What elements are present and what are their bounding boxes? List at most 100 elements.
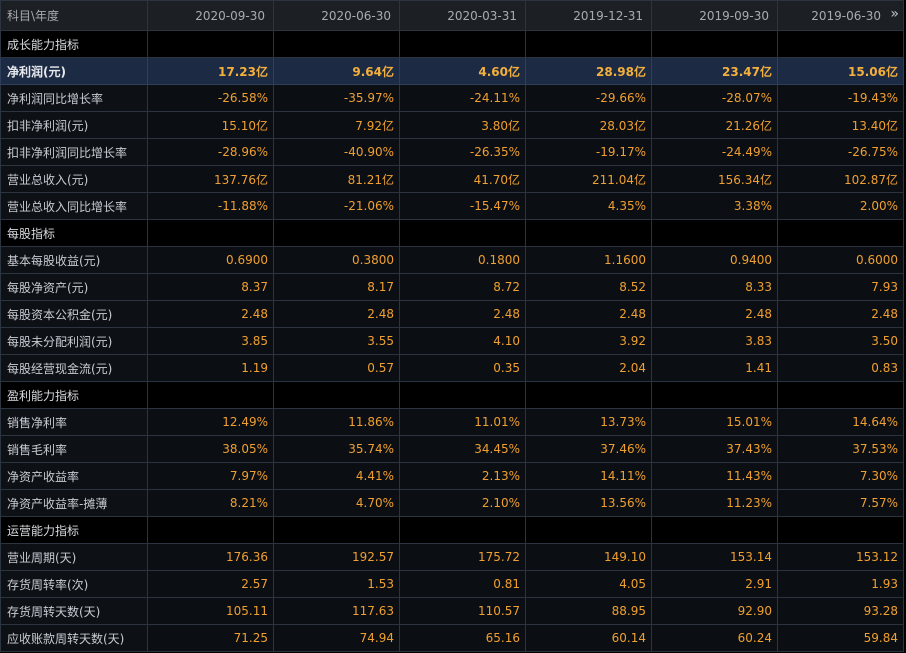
value-cell: 15.06亿 [777,57,904,85]
row-label: 净利润同比增长率 [0,84,148,112]
value-cell: 38.05% [147,435,274,463]
value-cell: 1.1600 [525,246,652,274]
value-cell: 153.14 [651,543,778,571]
row-label: 基本每股收益(元) [0,246,148,274]
row-label: 销售净利率 [0,408,148,436]
empty-cell [525,381,652,409]
value-cell: 0.35 [399,354,526,382]
empty-cell [273,219,400,247]
row-label: 销售毛利率 [0,435,148,463]
double-chevron-right-icon[interactable]: » [890,6,899,22]
value-cell: -26.75% [777,138,904,166]
table-row: 净利润(元) 17.23亿 9.64亿 4.60亿 28.98亿 23.47亿 15.06亿 [0,57,904,85]
value-cell: 41.70亿 [399,165,526,193]
value-cell: -29.66% [525,84,652,112]
value-cell: 7.57% [777,489,904,517]
value-cell: 71.25 [147,624,274,652]
table-row: 存货周转率(次) 2.57 1.53 0.81 4.05 2.91 1.93 [0,570,904,598]
value-cell: 11.43% [651,462,778,490]
value-cell: -40.90% [273,138,400,166]
value-cell: 13.73% [525,408,652,436]
header-row: 科目\年度 2020-09-30 2020-06-30 2020-03-31 2… [0,0,904,31]
section-title: 成长能力指标 [0,30,148,58]
header-date-1[interactable]: 2020-06-30 [273,0,400,31]
value-cell: 28.98亿 [525,57,652,85]
value-cell: 8.52 [525,273,652,301]
value-cell: 4.35% [525,192,652,220]
header-date-4[interactable]: 2019-09-30 [651,0,778,31]
value-cell: 34.45% [399,435,526,463]
value-cell: 3.55 [273,327,400,355]
value-cell: 2.91 [651,570,778,598]
empty-cell [147,30,274,58]
empty-cell [273,30,400,58]
value-cell: -19.43% [777,84,904,112]
row-label: 应收账款周转天数(天) [0,624,148,652]
value-cell: 9.64亿 [273,57,400,85]
empty-cell [273,516,400,544]
value-cell: 2.48 [651,300,778,328]
row-label: 扣非净利润(元) [0,111,148,139]
header-date-3[interactable]: 2019-12-31 [525,0,652,31]
row-label: 净资产收益率 [0,462,148,490]
value-cell: 137.76亿 [147,165,274,193]
value-cell: -24.49% [651,138,778,166]
value-cell: 4.05 [525,570,652,598]
value-cell: 2.04 [525,354,652,382]
row-label: 营业总收入(元) [0,165,148,193]
empty-cell [651,219,778,247]
value-cell: -11.88% [147,192,274,220]
header-date-label: 2019-09-30 [699,8,769,23]
empty-cell [777,219,904,247]
header-date-0[interactable]: 2020-09-30 [147,0,274,31]
value-cell: 14.11% [525,462,652,490]
value-cell: 59.84 [777,624,904,652]
value-cell: 0.57 [273,354,400,382]
header-date-5[interactable]: 2019-06-30 » [777,0,904,31]
value-cell: 175.72 [399,543,526,571]
header-date-label: 2019-12-31 [573,8,643,23]
section-header-row: 盈利能力指标 [0,381,904,409]
value-cell: 192.57 [273,543,400,571]
value-cell: 11.01% [399,408,526,436]
value-cell: 2.48 [147,300,274,328]
value-cell: 92.90 [651,597,778,625]
value-cell: 7.92亿 [273,111,400,139]
value-cell: 4.60亿 [399,57,526,85]
value-cell: 37.46% [525,435,652,463]
section-title: 每股指标 [0,219,148,247]
row-label: 营业总收入同比增长率 [0,192,148,220]
empty-cell [651,30,778,58]
value-cell: 176.36 [147,543,274,571]
empty-cell [777,30,904,58]
value-cell: 3.50 [777,327,904,355]
value-cell: 3.85 [147,327,274,355]
empty-cell [399,219,526,247]
section-title: 盈利能力指标 [0,381,148,409]
value-cell: 15.01% [651,408,778,436]
empty-cell [525,30,652,58]
value-cell: 3.80亿 [399,111,526,139]
value-cell: 14.64% [777,408,904,436]
header-date-label: 2020-06-30 [321,8,391,23]
header-date-2[interactable]: 2020-03-31 [399,0,526,31]
value-cell: 0.1800 [399,246,526,274]
value-cell: 60.14 [525,624,652,652]
empty-cell [147,516,274,544]
value-cell: 8.37 [147,273,274,301]
value-cell: 7.97% [147,462,274,490]
row-label: 存货周转率(次) [0,570,148,598]
value-cell: 0.3800 [273,246,400,274]
value-cell: 4.10 [399,327,526,355]
value-cell: 1.41 [651,354,778,382]
value-cell: 11.86% [273,408,400,436]
value-cell: 2.48 [273,300,400,328]
table-row: 营业总收入(元) 137.76亿 81.21亿 41.70亿 211.04亿 156.34… [0,165,904,193]
value-cell: -26.35% [399,138,526,166]
value-cell: 17.23亿 [147,57,274,85]
value-cell: 11.23% [651,489,778,517]
table-row: 销售毛利率 38.05% 35.74% 34.45% 37.46% 37.43% 37.53… [0,435,904,463]
section-header-row: 成长能力指标 [0,30,904,58]
value-cell: 110.57 [399,597,526,625]
